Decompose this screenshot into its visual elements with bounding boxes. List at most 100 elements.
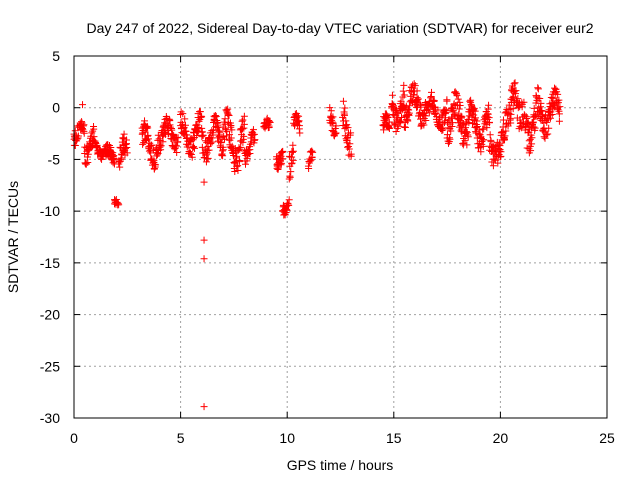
- data-point: [240, 132, 248, 140]
- data-point: [383, 112, 391, 120]
- data-point: [466, 97, 474, 105]
- data-point: [551, 84, 559, 92]
- data-point: [240, 120, 248, 128]
- data-point: [385, 118, 393, 126]
- data-point: [397, 117, 405, 125]
- data-point: [402, 102, 410, 110]
- data-point: [339, 97, 347, 105]
- data-point: [143, 136, 151, 144]
- data-point: [527, 147, 535, 155]
- chart-title: Day 247 of 2022, Sidereal Day-to-day VTE…: [86, 20, 593, 36]
- data-point: [172, 142, 180, 150]
- data-point: [239, 125, 247, 133]
- data-point: [528, 140, 536, 148]
- y-axis-label: SDTVAR / TECUs: [5, 181, 21, 293]
- data-point: [198, 113, 206, 121]
- data-point: [332, 129, 340, 137]
- data-point: [405, 102, 413, 110]
- data-point: [401, 123, 409, 131]
- plot-border: [73, 55, 608, 419]
- data-point: [471, 114, 479, 122]
- data-point: [327, 107, 335, 115]
- data-point: [289, 156, 297, 164]
- data-point: [479, 142, 487, 150]
- data-point: [122, 136, 130, 144]
- data-point: [286, 173, 294, 181]
- data-point: [340, 111, 348, 119]
- data-point: [148, 141, 156, 149]
- data-point: [418, 119, 426, 127]
- data-point: [388, 91, 396, 99]
- data-point: [246, 149, 254, 157]
- data-point: [80, 121, 88, 129]
- data-point: [462, 128, 470, 136]
- data-point: [204, 154, 212, 162]
- data-point: [526, 135, 534, 143]
- data-point: [501, 132, 509, 140]
- data-point: [490, 155, 498, 163]
- data-point: [554, 90, 562, 98]
- data-point: [306, 157, 314, 165]
- y-tick-label: -20: [40, 307, 60, 323]
- data-point: [200, 178, 208, 186]
- data-point: [90, 133, 98, 141]
- data-point: [240, 112, 248, 120]
- data-point: [556, 103, 564, 111]
- data-point: [485, 101, 493, 109]
- data-point: [344, 124, 352, 132]
- data-point: [225, 111, 233, 119]
- data-point: [434, 106, 442, 114]
- data-point: [491, 146, 499, 154]
- data-point: [514, 98, 522, 106]
- data-point: [242, 160, 250, 168]
- data-point: [181, 115, 189, 123]
- data-point: [217, 139, 225, 147]
- data-point: [430, 97, 438, 105]
- data-point: [93, 141, 101, 149]
- data-point: [343, 121, 351, 129]
- data-point: [332, 122, 340, 130]
- y-tick-label: -25: [40, 358, 60, 374]
- data-point: [279, 147, 287, 155]
- data-point: [472, 128, 480, 136]
- data-point: [191, 144, 199, 152]
- data-point: [480, 125, 488, 133]
- data-point: [417, 103, 425, 111]
- data-point: [266, 119, 274, 127]
- data-point: [212, 112, 220, 120]
- data-point: [497, 148, 505, 156]
- data-point: [510, 80, 518, 88]
- data-point: [495, 141, 503, 149]
- data-point: [144, 131, 152, 139]
- data-point: [141, 117, 149, 125]
- y-tick-label: -5: [48, 151, 61, 167]
- data-point: [84, 159, 92, 167]
- data-point: [287, 168, 295, 176]
- data-point: [285, 175, 293, 183]
- data-point: [266, 118, 274, 126]
- data-point: [122, 140, 130, 148]
- data-point: [380, 126, 388, 134]
- data-point: [411, 82, 419, 90]
- data-point: [469, 119, 477, 127]
- data-point: [453, 92, 461, 100]
- data-point: [471, 107, 479, 115]
- data-point: [449, 106, 457, 114]
- data-point: [447, 127, 455, 135]
- x-tick-label: 0: [70, 430, 78, 446]
- data-point: [450, 100, 458, 108]
- data-point: [202, 151, 210, 159]
- data-point: [165, 115, 173, 123]
- data-point: [231, 168, 239, 176]
- data-point: [157, 142, 165, 150]
- data-point: [414, 95, 422, 103]
- data-point: [555, 96, 563, 104]
- data-point: [234, 167, 242, 175]
- data-point: [227, 134, 235, 142]
- data-point: [144, 124, 152, 132]
- data-point: [531, 124, 539, 132]
- data-point: [73, 135, 81, 143]
- data-point: [194, 123, 202, 131]
- data-point: [496, 142, 504, 150]
